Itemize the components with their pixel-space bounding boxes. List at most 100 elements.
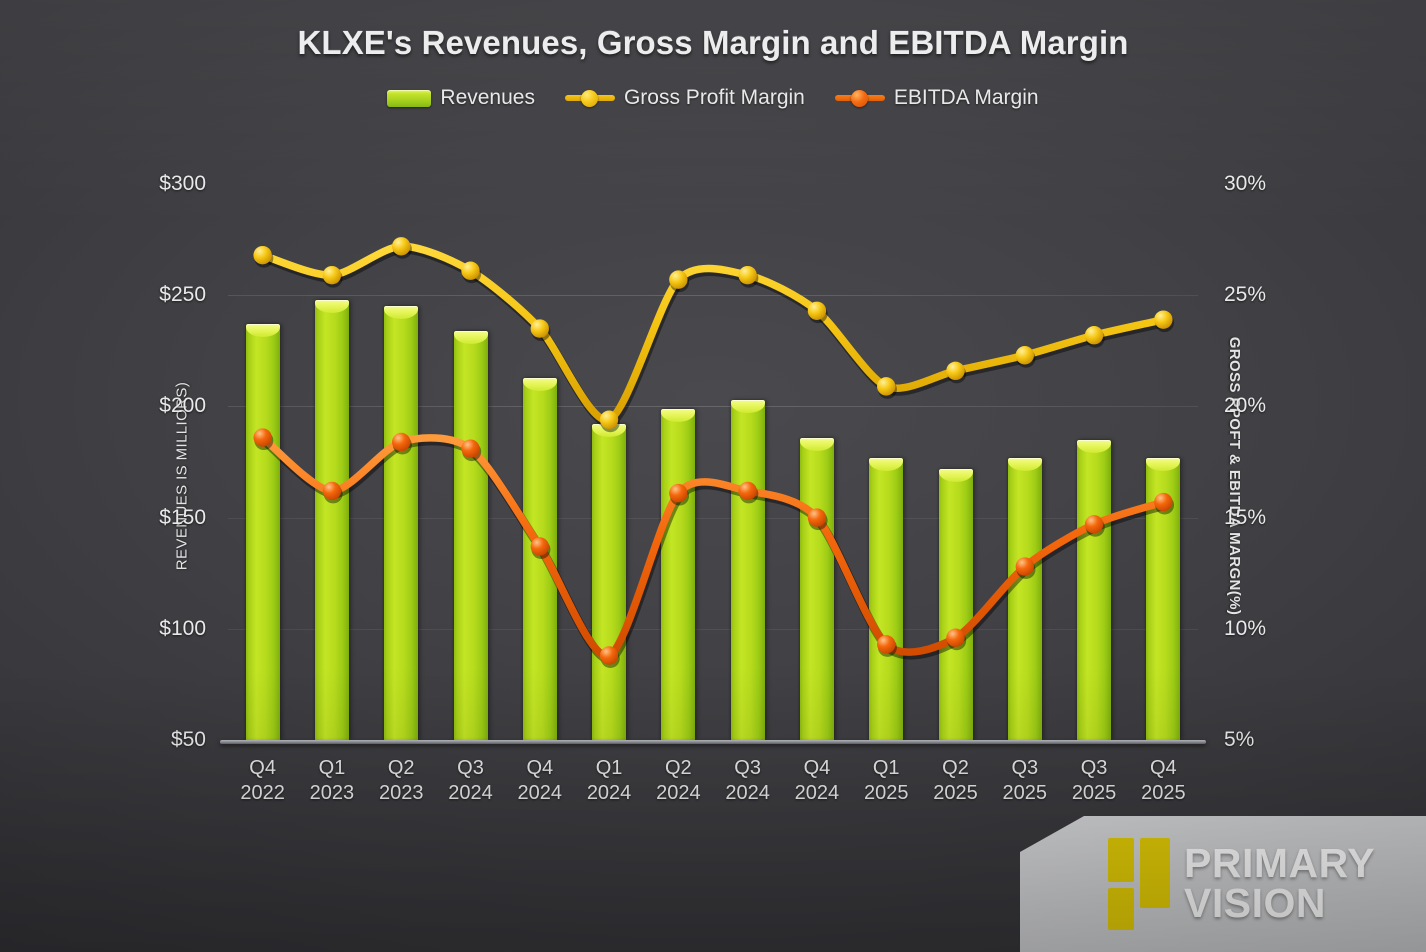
bar-cap — [1146, 457, 1181, 471]
y-axis-right-tick: 20% — [1224, 394, 1267, 418]
bar[interactable] — [661, 408, 696, 740]
y-axis-left-tick: $50 — [170, 728, 206, 751]
gross-profit-margin-marker[interactable] — [599, 410, 619, 429]
x-tick-quarter: Q3 — [1080, 757, 1108, 779]
ebitda-margin-marker[interactable] — [530, 537, 549, 556]
y-axis-left-tick: $100 — [159, 616, 206, 640]
legend-label-ebitda-margin: EBITDA Margin — [893, 86, 1039, 109]
y-axis-right-tick: 15% — [1224, 505, 1267, 529]
x-tick-quarter: Q4 — [249, 757, 276, 779]
ebitda-margin-marker[interactable] — [253, 428, 272, 447]
x-tick-quarter: Q3 — [457, 757, 484, 779]
gridline — [228, 628, 1198, 630]
line-series — [253, 237, 1175, 668]
ebitda-margin-marker[interactable] — [1015, 557, 1034, 576]
x-tick-quarter: Q4 — [526, 757, 554, 779]
ebitda-margin-marker[interactable] — [877, 635, 896, 654]
x-tick-year: 2024 — [448, 782, 493, 805]
x-axis-tick: Q4 2025 — [1129, 756, 1198, 807]
bar-cap — [661, 408, 696, 422]
bar[interactable] — [1007, 457, 1042, 740]
bar[interactable] — [453, 330, 488, 740]
x-axis-tick: Q3 2024 — [713, 756, 782, 807]
gross-profit-margin-marker[interactable] — [669, 270, 688, 289]
x-tick-year: 2022 — [240, 782, 285, 805]
bar-cap — [453, 330, 488, 344]
gross-profit-margin-marker[interactable] — [738, 265, 757, 285]
x-tick-year: 2025 — [1071, 782, 1117, 805]
gross-profit-margin-marker[interactable] — [461, 261, 480, 280]
gross-profit-margin-marker[interactable] — [530, 319, 549, 338]
x-tick-year: 2024 — [725, 782, 770, 805]
bar-cap — [592, 424, 627, 438]
gross-profit-margin-marker[interactable] — [253, 245, 272, 265]
y-axis-right-tick: 30% — [1224, 172, 1267, 195]
bar[interactable] — [938, 468, 973, 740]
bar[interactable] — [1077, 439, 1112, 740]
primary-vision-mark-icon — [1108, 836, 1170, 930]
x-axis-tick: Q3 2024 — [436, 756, 505, 807]
x-axis-tick: Q4 2022 — [228, 756, 297, 807]
bar[interactable] — [730, 399, 765, 740]
ebitda-margin-marker[interactable] — [1084, 515, 1104, 534]
bar[interactable] — [869, 457, 904, 740]
axis-baseline — [220, 740, 1206, 744]
ebitda-margin-marker[interactable] — [599, 646, 619, 665]
y-axis-left-tick: $200 — [159, 394, 206, 418]
ebitda-margin-marker[interactable] — [738, 481, 757, 501]
gross-profit-margin-marker[interactable] — [807, 301, 827, 320]
x-axis-tick: Q2 2024 — [644, 756, 713, 807]
legend-item-ebitda-margin[interactable]: EBITDA Margin — [834, 86, 1039, 110]
x-tick-quarter: Q2 — [665, 757, 692, 779]
x-tick-quarter: Q1 — [595, 757, 623, 779]
gross-profit-margin-marker[interactable] — [946, 361, 965, 381]
bar[interactable] — [522, 377, 557, 740]
gross-profit-margin-marker[interactable] — [392, 237, 411, 256]
ebitda-margin-marker[interactable] — [1154, 492, 1173, 512]
line-shadow — [259, 244, 1170, 428]
x-tick-year: 2024 — [794, 782, 840, 805]
bar-cap — [384, 306, 419, 320]
legend-item-revenues[interactable]: Revenues — [387, 86, 535, 110]
logo-line-2: VISION — [1184, 880, 1326, 926]
y-axis-right-tick: 5% — [1224, 728, 1255, 751]
ebitda-margin-marker[interactable] — [669, 483, 688, 503]
y-axis-right-tick: 10% — [1224, 616, 1267, 640]
ebitda-margin-marker[interactable] — [461, 439, 480, 458]
ebitda-margin-marker[interactable] — [322, 481, 342, 501]
ebitda-margin-line[interactable] — [258, 433, 1168, 660]
x-tick-year: 2025 — [1141, 782, 1186, 805]
bar-swatch-icon — [387, 89, 432, 107]
ebitda-margin-marker[interactable] — [807, 508, 827, 527]
x-tick-quarter: Q2 — [387, 757, 415, 779]
bar-cap — [1077, 439, 1112, 453]
bar[interactable] — [592, 424, 627, 740]
line-shadow — [259, 436, 1170, 664]
x-tick-quarter: Q4 — [1150, 757, 1177, 779]
logo-line-1: PRIMARY — [1184, 839, 1376, 886]
bar[interactable] — [314, 299, 349, 740]
line-marker-swatch-icon — [564, 89, 615, 107]
gridline — [228, 406, 1198, 408]
bar[interactable] — [384, 306, 419, 740]
bar-cap — [730, 399, 765, 413]
gross-profit-margin-marker[interactable] — [1154, 310, 1173, 329]
gross-profit-margin-line[interactable] — [258, 242, 1168, 424]
gross-profit-margin-marker[interactable] — [1084, 326, 1104, 345]
x-tick-quarter: Q3 — [1011, 757, 1039, 779]
line-marker-swatch-icon — [834, 89, 885, 107]
x-tick-quarter: Q2 — [942, 757, 969, 779]
bar[interactable] — [245, 324, 280, 740]
ebitda-margin-marker[interactable] — [392, 432, 411, 452]
gross-profit-margin-marker[interactable] — [1015, 346, 1034, 365]
bar[interactable] — [799, 437, 834, 740]
x-tick-year: 2025 — [1002, 782, 1048, 805]
x-axis-tick: Q1 2024 — [574, 756, 643, 807]
bar-cap — [799, 437, 834, 451]
gross-profit-margin-marker[interactable] — [322, 265, 342, 285]
legend-item-gross-profit-margin[interactable]: Gross Profit Margin — [564, 86, 805, 110]
gross-profit-margin-marker[interactable] — [877, 377, 896, 396]
ebitda-margin-marker[interactable] — [946, 628, 965, 647]
y-axis-right-title: GROSS PPOFT & EBITDA MARGN(%) — [1226, 336, 1244, 616]
x-axis-tick: Q1 2025 — [852, 756, 921, 807]
